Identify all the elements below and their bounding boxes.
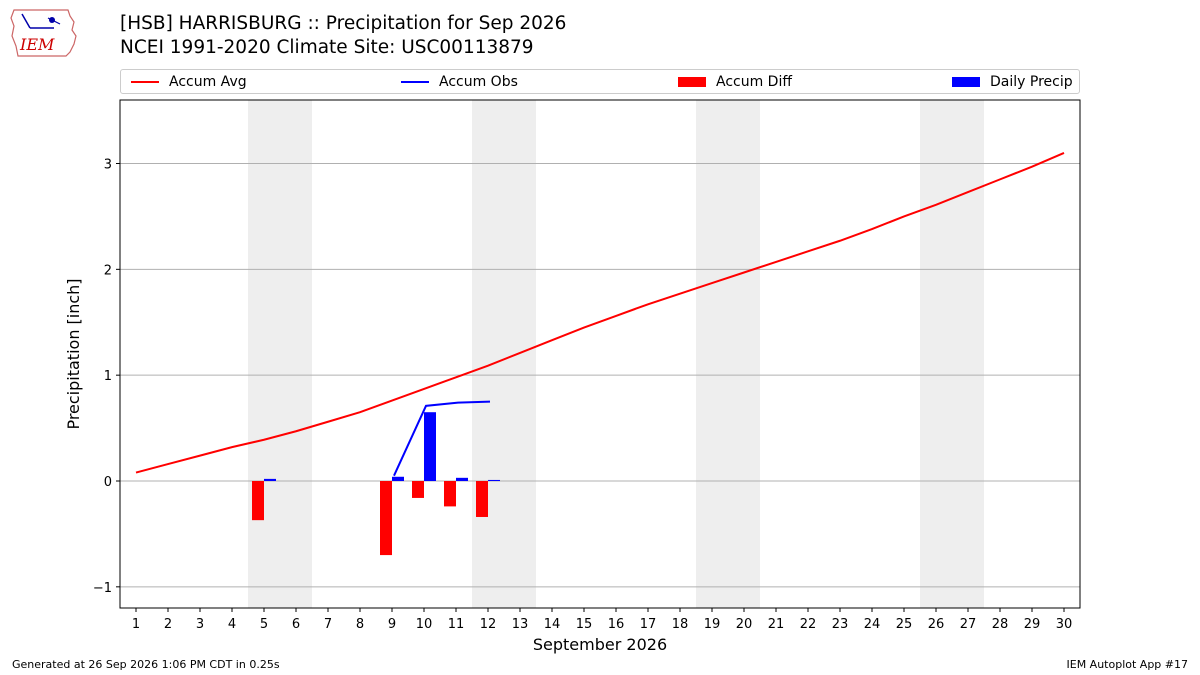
y-tick-label: 1 <box>104 369 112 384</box>
x-tick-label: 23 <box>832 617 849 632</box>
accum-diff-bar <box>252 481 264 521</box>
x-tick-label: 14 <box>544 617 561 632</box>
y-tick-label: 3 <box>104 158 112 173</box>
iem-logo: IEM <box>10 9 77 57</box>
weekend-band-4 <box>920 100 984 608</box>
title-line-2: NCEI 1991-2020 Climate Site: USC00113879 <box>120 37 534 58</box>
y-tick-label: −1 <box>93 581 112 596</box>
x-tick-label: 9 <box>388 617 396 632</box>
x-tick-label: 4 <box>228 617 236 632</box>
legend-item-accum-obs: Accum Obs <box>401 70 518 93</box>
x-tick-label: 16 <box>608 617 625 632</box>
x-tick-label: 28 <box>992 617 1009 632</box>
legend-swatch-accum-diff <box>678 76 706 87</box>
x-tick-label: 26 <box>928 617 945 632</box>
legend-label-accum-diff: Accum Diff <box>716 73 793 90</box>
x-tick-label: 19 <box>704 617 721 632</box>
x-tick-label: 6 <box>292 617 300 632</box>
legend-label-accum-avg: Accum Avg <box>169 73 247 90</box>
x-tick-label: 15 <box>576 617 593 632</box>
generated-note: Generated at 26 Sep 2026 1:06 PM CDT in … <box>12 658 280 671</box>
legend-label-accum-obs: Accum Obs <box>439 73 518 90</box>
accum-obs-line <box>393 400 491 477</box>
x-tick-label: 27 <box>960 617 977 632</box>
x-tick-label: 29 <box>1024 617 1041 632</box>
legend-label-daily-precip: Daily Precip <box>990 73 1073 90</box>
daily-precip-bar <box>264 478 276 481</box>
accum-diff-bar <box>412 481 424 498</box>
daily-precip-bar <box>488 479 500 481</box>
weekend-band-3 <box>696 100 760 608</box>
legend-item-daily-precip: Daily Precip <box>952 70 1073 93</box>
legend-swatch-daily-precip <box>952 76 980 87</box>
weekend-band-2 <box>472 100 536 608</box>
y-tick-label: 0 <box>104 475 112 490</box>
daily-precip-bar <box>392 476 404 481</box>
x-tick-label: 21 <box>768 617 785 632</box>
x-tick-label: 13 <box>512 617 529 632</box>
x-tick-label: 8 <box>356 617 364 632</box>
accum-diff-bar <box>476 481 488 517</box>
x-tick-label: 2 <box>164 617 172 632</box>
x-tick-label: 22 <box>800 617 817 632</box>
x-tick-label: 10 <box>416 617 433 632</box>
svg-text:IEM: IEM <box>19 35 55 54</box>
legend-item-accum-avg: Accum Avg <box>131 70 247 93</box>
x-tick-label: 17 <box>640 617 657 632</box>
x-tick-label: 20 <box>736 617 753 632</box>
chart-title: [HSB] HARRISBURG :: Precipitation for Se… <box>120 12 566 60</box>
weekend-band-1 <box>248 100 312 608</box>
x-tick-label: 12 <box>480 617 497 632</box>
accum-avg-line <box>135 151 1065 474</box>
x-tick-label: 24 <box>864 617 881 632</box>
daily-precip-bar <box>424 412 436 481</box>
accum-diff-bar <box>380 481 392 556</box>
x-tick-label: 5 <box>260 617 268 632</box>
title-line-1: [HSB] HARRISBURG :: Precipitation for Se… <box>120 13 567 34</box>
app-label: IEM Autoplot App #17 <box>1066 658 1189 671</box>
legend-swatch-accum-obs <box>401 80 429 83</box>
x-tick-label: 7 <box>324 617 332 632</box>
x-tick-label: 18 <box>672 617 689 632</box>
legend-item-accum-diff: Accum Diff <box>678 70 792 93</box>
y-axis-label: Precipitation [inch] <box>64 278 83 429</box>
x-tick-label: 25 <box>896 617 913 632</box>
accum-diff-bar <box>444 481 456 507</box>
x-tick-label: 30 <box>1056 617 1073 632</box>
legend: Accum Avg Accum Obs Accum Diff Daily Pre… <box>120 69 1080 94</box>
x-tick-label: 11 <box>448 617 465 632</box>
x-tick-label: 3 <box>196 617 204 632</box>
daily-precip-bar <box>456 477 468 481</box>
x-tick-label: 1 <box>132 617 140 632</box>
legend-swatch-accum-avg <box>131 80 159 83</box>
plot-frame <box>119 99 1081 609</box>
y-tick-label: 2 <box>104 263 112 278</box>
x-axis-label: September 2026 <box>533 635 667 654</box>
